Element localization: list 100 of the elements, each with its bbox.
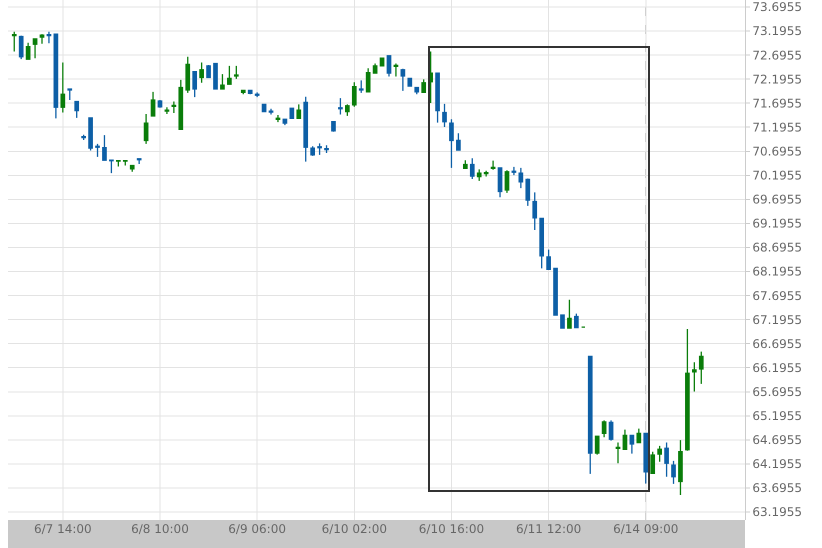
- candlestick: [671, 460, 676, 485]
- candlestick: [32, 38, 38, 59]
- candlestick: [310, 146, 315, 157]
- candlestick: [338, 97, 343, 116]
- candlestick: [616, 442, 620, 464]
- candlestick: [164, 106, 170, 115]
- candlestick: [630, 434, 634, 454]
- candlestick: [657, 445, 662, 462]
- candlestick: [643, 432, 648, 484]
- candlestick: [539, 217, 544, 270]
- candlestick: [234, 65, 239, 80]
- candlestick: [268, 108, 274, 116]
- candlestick: [525, 178, 530, 207]
- candlestick: [532, 192, 538, 231]
- candlestick: [331, 120, 336, 132]
- candlestick: [386, 54, 392, 78]
- candlestick: [442, 103, 447, 128]
- y-tick-label: 71.1955: [752, 120, 802, 134]
- candlestick: [150, 91, 156, 118]
- candlestick: [303, 96, 308, 162]
- candlestick: [490, 160, 496, 170]
- candlestick: [109, 159, 114, 174]
- candlestick: [692, 362, 697, 392]
- candlestick: [227, 65, 232, 86]
- y-tick-label: 70.6955: [752, 144, 802, 158]
- y-tick-label: 73.1955: [752, 24, 802, 38]
- candlestick: [18, 34, 24, 60]
- candlestick: [40, 34, 44, 44]
- candlestick: [262, 103, 266, 112]
- candlestick: [414, 86, 420, 95]
- candlestick: [185, 56, 190, 94]
- candlestick: [636, 428, 642, 444]
- candlestick: [144, 113, 148, 144]
- candlestick: [317, 142, 322, 156]
- candlestick: [60, 62, 66, 114]
- candlestick: [324, 144, 329, 154]
- candlestick: [407, 77, 412, 88]
- candlestick: [421, 78, 426, 94]
- candlestick: [220, 73, 225, 90]
- x-tick-label: 6/10 16:00: [418, 522, 484, 536]
- candlestick: [213, 62, 218, 90]
- candlestick: [366, 68, 371, 94]
- y-tick-label: 72.6955: [752, 48, 802, 62]
- candlestick: [608, 420, 614, 442]
- candlestick: [567, 299, 572, 330]
- candlestick: [484, 170, 488, 178]
- y-tick-label: 67.6955: [752, 288, 802, 303]
- candlestick: [428, 50, 433, 104]
- candlestick: [498, 166, 502, 198]
- candlestick: [546, 249, 551, 271]
- candlestick: [622, 428, 628, 450]
- candlestick: [296, 104, 302, 120]
- candlestick: [172, 100, 176, 114]
- candlestick: [698, 350, 704, 385]
- candlestick: [254, 92, 260, 98]
- y-tick-label: 69.6955: [752, 192, 802, 207]
- candlestick: [136, 158, 142, 165]
- y-tick-label: 73.6955: [752, 0, 802, 14]
- y-tick-label: 66.6955: [752, 336, 802, 351]
- candlestick: [602, 420, 606, 438]
- candlestick: [456, 132, 461, 152]
- x-tick-label: 6/11 12:00: [516, 522, 582, 536]
- y-tick-label: 63.1955: [752, 505, 802, 520]
- candlestick: [588, 355, 593, 474]
- candlestick: [470, 158, 475, 180]
- candlestick: [289, 107, 294, 120]
- y-tick-label: 65.1955: [752, 409, 802, 424]
- candlestick: [282, 118, 288, 126]
- candlestick: [345, 104, 350, 117]
- candlestick: [95, 143, 100, 158]
- x-tick-label: 6/9 06:00: [228, 522, 286, 536]
- y-tick-label: 67.1955: [752, 312, 802, 327]
- candlestick: [12, 31, 17, 52]
- y-tick-label: 69.1955: [752, 216, 802, 231]
- y-tick-label: 72.1955: [752, 72, 802, 86]
- candlestick: [88, 116, 93, 152]
- candlestick: [553, 267, 558, 316]
- candlestick: [192, 70, 198, 98]
- candlestick: [199, 62, 204, 84]
- y-tick-label: 64.1955: [752, 457, 802, 472]
- candlestick: [102, 134, 107, 161]
- candlestick: [449, 118, 454, 169]
- candlestick: [476, 168, 482, 182]
- candlestick: [46, 31, 52, 44]
- candlestick: [240, 89, 246, 95]
- y-tick-label: 66.1955: [752, 360, 802, 375]
- candlestick: [67, 88, 72, 101]
- y-tick-label: 71.6955: [752, 96, 802, 110]
- y-tick-label: 68.1955: [752, 264, 802, 279]
- candlestick: [394, 62, 398, 78]
- candlestick: [276, 114, 280, 123]
- candlestick: [380, 57, 384, 68]
- candlestick: [26, 42, 30, 60]
- x-tick-label: 6/14 09:00: [613, 522, 678, 536]
- candlestick: [678, 440, 683, 496]
- candlestick: [560, 314, 565, 330]
- candlestick: [400, 68, 406, 92]
- candlestick: [372, 62, 378, 74]
- candlestick: [435, 72, 440, 124]
- candlestick: [116, 160, 121, 168]
